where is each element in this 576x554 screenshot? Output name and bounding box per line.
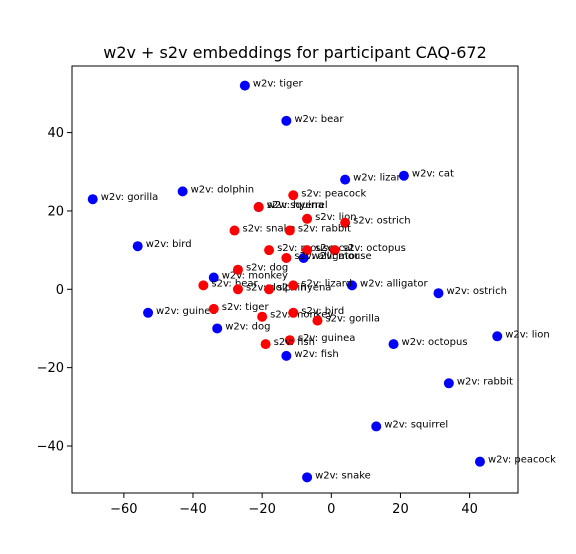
y-tick-label: 0 bbox=[56, 283, 64, 298]
ticks-layer: −60 −40 −20 0 20 40 −40 −20 0 20 40 bbox=[37, 126, 478, 517]
data-point bbox=[347, 280, 358, 291]
data-point bbox=[253, 202, 264, 213]
data-point bbox=[208, 272, 219, 283]
data-point bbox=[329, 245, 340, 256]
data-point bbox=[232, 264, 243, 275]
data-point bbox=[87, 194, 98, 205]
data-point-label: w2v: tiger bbox=[253, 79, 304, 90]
data-point bbox=[198, 280, 209, 291]
data-point-label: s2v: rabbit bbox=[298, 224, 351, 235]
data-point bbox=[312, 315, 323, 326]
data-point bbox=[443, 378, 454, 389]
data-point bbox=[232, 284, 243, 295]
data-point-label: s2v: gorilla bbox=[325, 314, 380, 325]
data-point bbox=[284, 335, 295, 346]
data-point bbox=[302, 472, 313, 483]
x-tick-label: 0 bbox=[327, 502, 335, 517]
data-point bbox=[288, 190, 299, 201]
data-point-label: w2v: snake bbox=[315, 470, 371, 481]
data-point bbox=[302, 213, 313, 224]
data-point bbox=[398, 170, 409, 181]
x-tick-label: −40 bbox=[179, 502, 206, 517]
x-tick-label: 20 bbox=[392, 502, 409, 517]
data-point-label: s2v: bird bbox=[301, 306, 344, 317]
data-point bbox=[302, 245, 313, 256]
data-point bbox=[208, 303, 219, 314]
data-point bbox=[281, 115, 292, 126]
data-point bbox=[340, 174, 351, 185]
data-point-label: w2v: monkey bbox=[222, 271, 288, 282]
data-point-label: w2v: dolphin bbox=[191, 184, 255, 195]
x-tick-label: −60 bbox=[110, 502, 137, 517]
data-point bbox=[492, 331, 503, 342]
data-point bbox=[281, 350, 292, 361]
data-point-label: s2v: guinea bbox=[298, 333, 356, 344]
data-point-label: w2v: guinea bbox=[156, 306, 217, 317]
data-point bbox=[257, 311, 268, 322]
data-point bbox=[239, 80, 250, 91]
data-point-label: w2v: bird bbox=[146, 239, 192, 250]
data-point-label: w2v: squirrel bbox=[384, 419, 448, 430]
data-point-label: w2v: mouse bbox=[312, 251, 372, 262]
data-point-label: s2v: monkey bbox=[270, 310, 333, 321]
data-point-label: s2v: ostrich bbox=[353, 216, 410, 227]
y-tick-label: 40 bbox=[47, 126, 64, 141]
chart-title: w2v + s2v embeddings for participant CAQ… bbox=[103, 43, 487, 62]
data-point-label: s2v: lion bbox=[315, 212, 357, 223]
data-point-label: w2v: octopus bbox=[402, 337, 468, 348]
data-point-label: s2v: dolphin bbox=[246, 282, 307, 293]
data-point-label: w2v: rabbit bbox=[457, 376, 513, 387]
y-tick-label: −20 bbox=[37, 361, 64, 376]
plot-area-frame bbox=[71, 65, 519, 494]
data-point bbox=[474, 456, 485, 467]
data-point-label: w2v: dog bbox=[225, 321, 270, 332]
data-point bbox=[264, 284, 275, 295]
y-tick-label: −40 bbox=[37, 439, 64, 454]
data-point bbox=[143, 307, 154, 318]
points-layer: w2v: tiger w2v: bear w2v: lizard w2v: cat w2… bbox=[87, 79, 556, 483]
data-point bbox=[281, 252, 292, 263]
data-point-label: w2v: lion bbox=[505, 329, 549, 340]
data-point-label: s2v: fish bbox=[274, 337, 315, 348]
data-point bbox=[177, 186, 188, 197]
series-group: w2v: tiger w2v: bear w2v: lizard w2v: cat w2… bbox=[87, 79, 556, 483]
data-point bbox=[388, 339, 399, 350]
data-point-label: w2v: peacock bbox=[488, 455, 556, 466]
data-point-label: w2v: bear bbox=[294, 114, 344, 125]
data-point bbox=[288, 280, 299, 291]
data-point-label: s2v: hyena bbox=[277, 282, 331, 293]
data-point-label: s2v: squirrel bbox=[267, 200, 328, 211]
data-point bbox=[212, 323, 223, 334]
data-point-label: w2v: alligator bbox=[360, 278, 428, 289]
data-point-label: s2v: octopus bbox=[343, 243, 406, 254]
data-point bbox=[288, 307, 299, 318]
data-point bbox=[371, 421, 382, 432]
data-point bbox=[298, 252, 309, 263]
data-point-label: s2v: snake bbox=[242, 224, 295, 235]
data-point-label: s2v: alligator bbox=[294, 251, 359, 262]
data-point bbox=[284, 225, 295, 236]
data-point bbox=[264, 245, 275, 256]
y-tick-label: 20 bbox=[47, 204, 64, 219]
data-point-label: s2v: tiger bbox=[222, 302, 270, 313]
data-point bbox=[260, 339, 271, 350]
data-point-label: w2v: fish bbox=[294, 349, 338, 360]
x-tick-label: 40 bbox=[461, 502, 478, 517]
data-point bbox=[433, 288, 444, 299]
x-tick-label: −20 bbox=[248, 502, 275, 517]
data-point-label: w2v: ostrich bbox=[446, 286, 506, 297]
data-point-label: w2v: hyena bbox=[267, 200, 324, 211]
data-point bbox=[340, 217, 351, 228]
data-point-label: s2v: lizard bbox=[301, 278, 352, 289]
data-point-label: s2v: peacock bbox=[301, 188, 366, 199]
data-point-label: w2v: gorilla bbox=[101, 192, 159, 203]
data-point bbox=[229, 225, 240, 236]
data-point-label: w2v: cat bbox=[412, 169, 454, 180]
data-point bbox=[132, 241, 143, 252]
data-point-label: s2v: bear bbox=[211, 278, 258, 289]
data-point-label: w2v: lizard bbox=[353, 173, 407, 184]
data-point-label: s2v: dog bbox=[246, 263, 288, 274]
